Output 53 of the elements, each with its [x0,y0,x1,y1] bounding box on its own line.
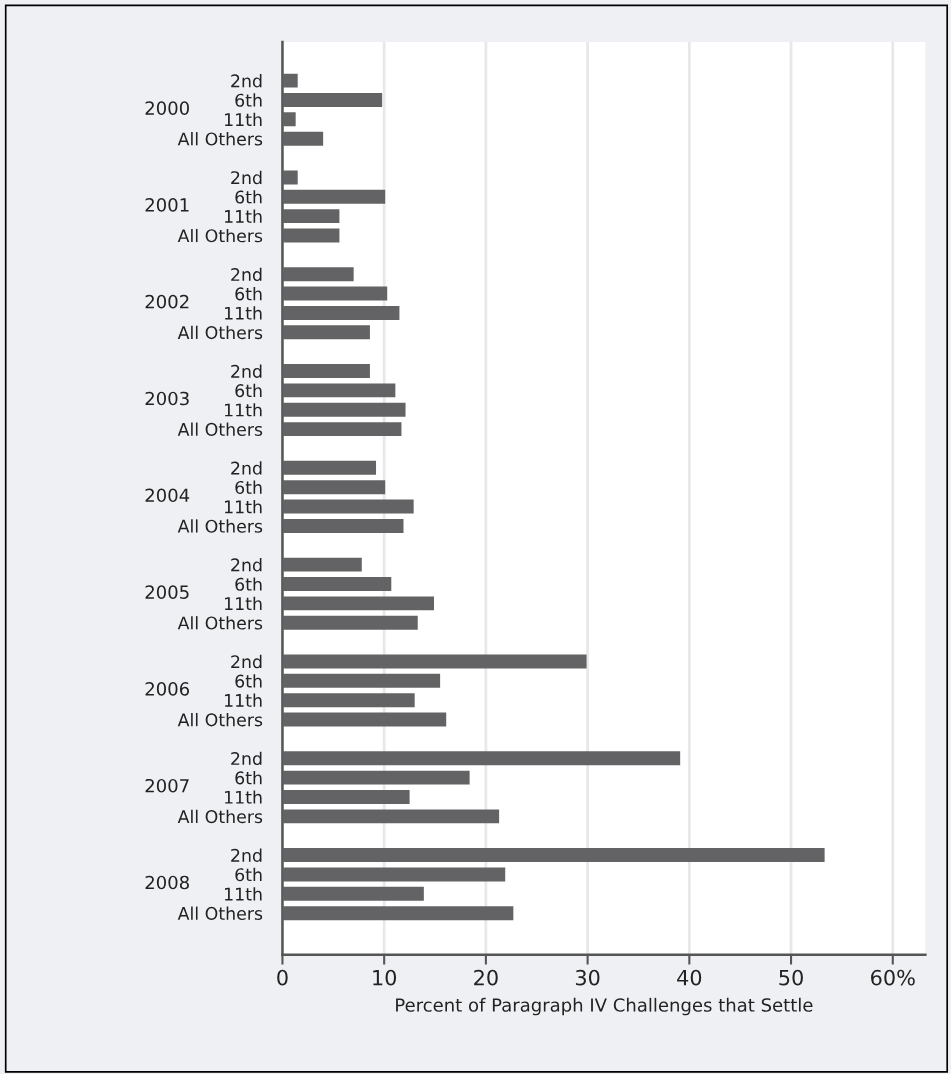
text: 2005 [145,585,189,599]
y-tick-label: 6th [235,383,262,398]
x-axis-title: Percent of Paragraph IV Challenges that Settle [396,997,813,1016]
y-tick-label: 2nd [231,558,262,572]
y-tick-label: All Others [177,422,263,436]
x-tick-label: 60% [871,969,915,986]
y-tick-label: 2nd [231,654,262,669]
y-tick-label: 2nd [231,364,262,378]
x-tick-label: 40 [677,969,702,986]
y-tick-label: 6th [235,577,262,591]
y-tick-label: 11th [225,499,262,514]
y-tick-label: 2nd [231,848,262,862]
text: 2002 [145,294,189,309]
y-tick-label: All Others [177,325,263,340]
y-tick-label: 11th [225,887,262,901]
text: 2003 [145,391,189,406]
y-tick-label: 2nd [231,751,262,766]
y-tick-label: 11th [225,306,262,320]
y-tick-label: 11th [225,209,262,223]
y-tick-label: 6th [235,480,262,495]
y-tick-label: 6th [235,771,262,785]
x-tick-label: 20 [474,969,498,986]
y-tick-label: All Others [177,519,263,533]
y-tick-label: 6th [235,867,262,882]
y-tick-label: All Others [177,132,263,146]
text: 2007 [145,778,189,793]
y-tick-label: 11th [225,693,262,707]
text: 2008 [145,875,189,890]
text: 2006 [145,682,190,696]
y-tick-label: 2nd [231,74,262,88]
y-tick-label: 6th [235,190,262,204]
y-tick-label: 6th [235,674,262,688]
y-tick-label: 6th [235,93,262,107]
y-tick-label: 2nd [231,267,262,282]
y-tick-label: All Others [177,809,263,824]
text: 2004 [145,488,190,503]
y-tick-label: 2nd [231,461,262,475]
y-tick-label: 6th [235,286,262,301]
y-tick-label: All Others [177,228,263,243]
x-tick-label: 10 [373,969,397,986]
x-tick-label: 0 [277,969,288,986]
y-tick-label: 11th [225,790,262,804]
y-tick-label: 11th [225,112,262,126]
x-tick-label: 30 [575,969,600,986]
text: 2001 [145,198,189,212]
y-tick-label: All Others [177,616,263,630]
y-tick-label: All Others [177,712,263,727]
text: 2000 [145,101,189,115]
y-tick-label: 2nd [231,170,262,185]
y-tick-label: 11th [225,596,262,610]
y-tick-label: 11th [225,403,262,417]
x-tick-label: 50 [779,969,803,986]
y-tick-label: All Others [177,906,263,920]
